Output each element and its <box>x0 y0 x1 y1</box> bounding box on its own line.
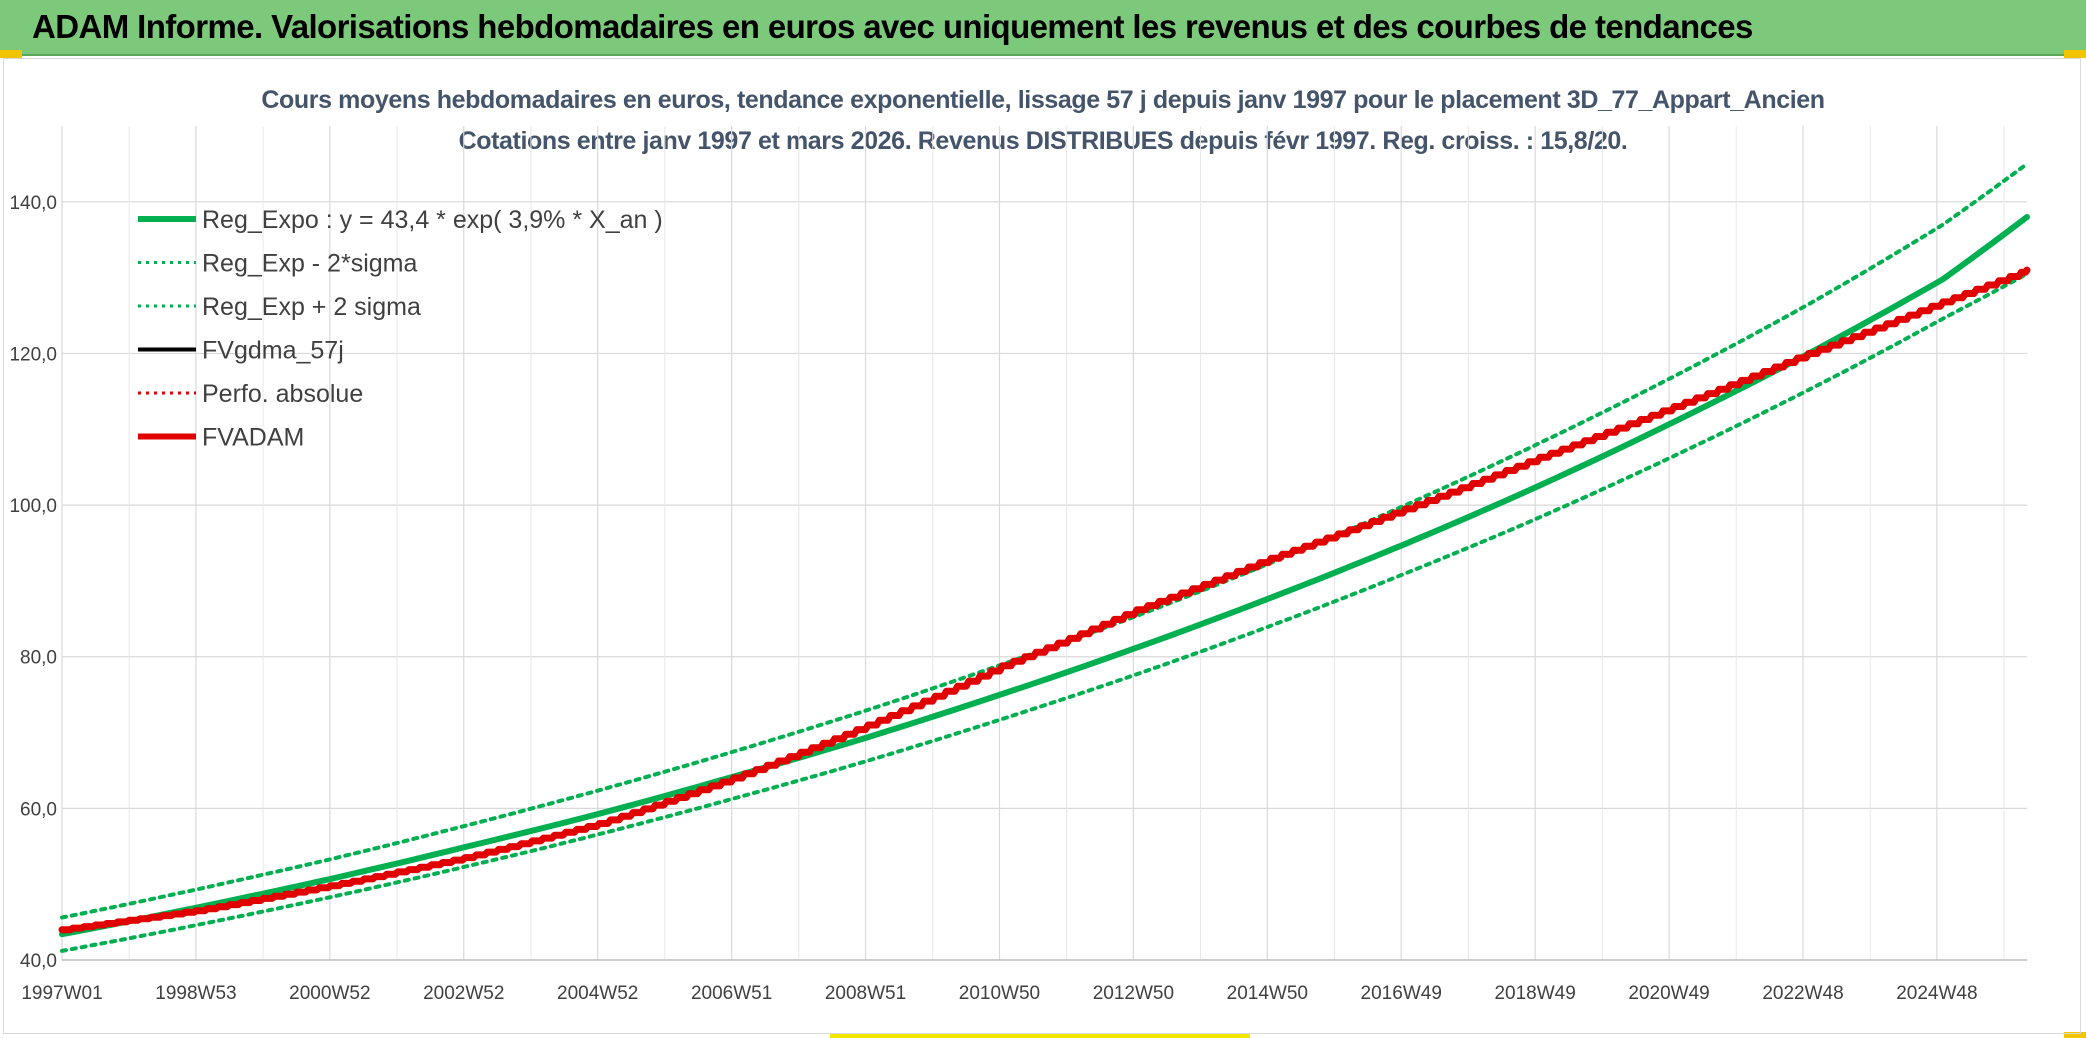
chart-frame <box>3 58 2081 1034</box>
y-tick-label: 100,0 <box>9 496 57 517</box>
corner-accent-left <box>0 50 22 58</box>
x-tick-label: 2016W49 <box>1361 983 1442 1004</box>
legend-label: Reg_Expo : y = 43,4 * exp( 3,9% * X_an ) <box>202 206 663 234</box>
x-tick-label: 2004W52 <box>557 983 638 1004</box>
x-tick-label: 2002W52 <box>423 983 504 1004</box>
x-tick-label: 2022W48 <box>1762 983 1843 1004</box>
header-title: ADAM Informe. Valorisations hebdomadaire… <box>32 8 1753 45</box>
x-tick-label: 2000W52 <box>289 983 370 1004</box>
y-tick-label: 140,0 <box>9 193 57 214</box>
grid-lines <box>61 126 2027 961</box>
x-tick-label: 2010W50 <box>959 983 1040 1004</box>
chart-subtitle: Cotations entre janv 1997 et mars 2026. … <box>458 127 1628 155</box>
legend-label: FVADAM <box>202 424 304 452</box>
series-lines <box>58 161 2031 953</box>
x-tick-label: 2014W50 <box>1227 983 1308 1004</box>
x-tick-label: 2012W50 <box>1093 983 1174 1004</box>
series-line-fvadam <box>58 266 2031 934</box>
y-tick-label: 80,0 <box>20 648 57 669</box>
series-line-reg-exp-2-sigma <box>60 271 2029 953</box>
legend: Reg_Expo : y = 43,4 * exp( 3,9% * X_an )… <box>138 206 663 452</box>
legend-label: Reg_Exp - 2*sigma <box>202 250 417 278</box>
corner-accent-right <box>2064 50 2086 58</box>
legend-label: FVgdma_57j <box>202 337 344 365</box>
series-line-reg-expo-y-43-4-exp-3-9-x-an <box>59 214 2030 938</box>
x-tick-label: 2020W49 <box>1628 983 1709 1004</box>
chart-title: Cours moyens hebdomadaires en euros, ten… <box>261 86 1825 114</box>
y-tick-label: 40,0 <box>20 951 57 972</box>
x-tick-label: 2018W49 <box>1494 983 1575 1004</box>
axes: 40,0 60,0 80,0 100,0 120,0 140,0 1997W01 1998W5… <box>9 193 2027 1004</box>
x-tick-label: 2008W51 <box>825 983 906 1004</box>
x-tick-label: 2024W48 <box>1896 983 1977 1004</box>
x-tick-label: 2006W51 <box>691 983 772 1004</box>
x-tick-label: 1998W53 <box>155 983 236 1004</box>
corner-accent-bottom-right <box>2064 1032 2086 1038</box>
legend-label: Reg_Exp + 2 sigma <box>202 293 421 321</box>
y-tick-label: 120,0 <box>9 344 57 365</box>
y-tick-label: 60,0 <box>20 799 57 820</box>
header-bar: ADAM Informe. Valorisations hebdomadaire… <box>0 0 2086 56</box>
bottom-accent-strip <box>830 1033 1250 1038</box>
x-tick-label: 1997W01 <box>21 983 102 1004</box>
legend-label: Perfo. absolue <box>202 380 363 408</box>
